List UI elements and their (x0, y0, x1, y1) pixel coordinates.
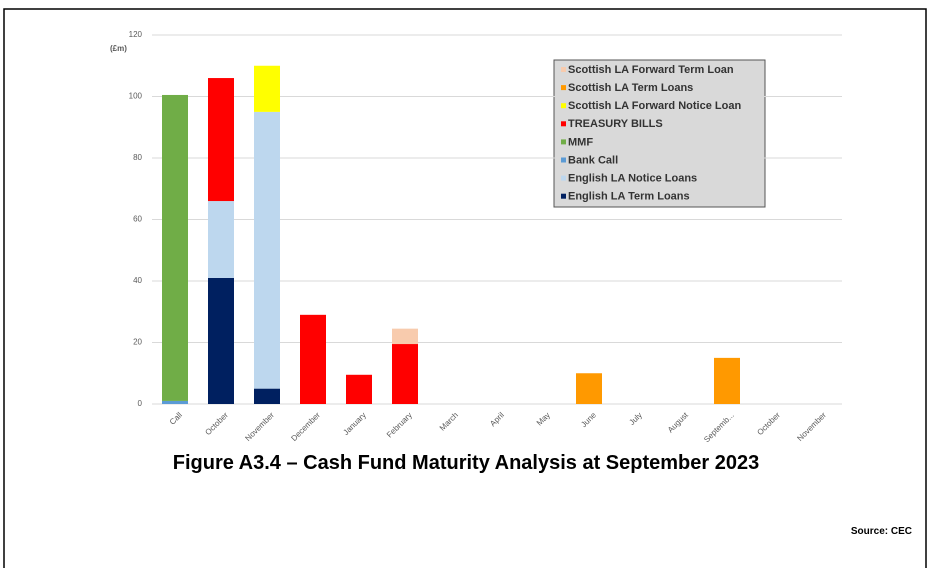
y-tick-label: 80 (133, 153, 142, 162)
x-tick-label: February (385, 411, 414, 440)
legend-label: TREASURY BILLS (568, 118, 663, 130)
y-tick-label: 20 (133, 338, 142, 347)
legend-swatch (561, 139, 566, 145)
bar-segment (576, 373, 602, 404)
legend-label: English LA Term Loans (568, 191, 690, 203)
x-tick-label: October (755, 410, 782, 437)
x-tick-label: June (579, 410, 598, 429)
x-tick-label: January (341, 411, 367, 437)
bar-segment (300, 314, 326, 404)
bar-segment (162, 400, 188, 404)
x-tick-label: August (666, 410, 691, 435)
x-tick-label: April (488, 410, 506, 428)
y-unit: (£m) (110, 44, 127, 53)
x-tick-label: December (289, 410, 322, 443)
legend-label: Scottish LA Term Loans (568, 82, 693, 94)
legend-swatch (561, 85, 566, 91)
legend-label: Bank Call (568, 154, 618, 166)
x-tick-label: March (438, 411, 460, 433)
legend-swatch (561, 193, 566, 199)
y-tick-label: 0 (138, 399, 143, 408)
bar-segment (254, 111, 280, 389)
x-tick-label: Septemb... (702, 411, 736, 445)
legend-swatch (561, 121, 566, 127)
bar-segment (346, 374, 372, 404)
legend-swatch (561, 67, 566, 72)
chart-title: Figure A3.4 – Cash Fund Maturity Analysi… (173, 452, 759, 474)
y-tick-label: 40 (133, 276, 142, 285)
y-tick-label: 100 (129, 92, 143, 101)
x-tick-label: July (627, 411, 643, 427)
bar-segment (208, 277, 234, 404)
bar-segment (208, 78, 234, 202)
legend-swatch (561, 103, 566, 109)
bar-segment (254, 388, 280, 404)
source: Source: CEC (851, 526, 912, 537)
y-tick-label: 60 (133, 215, 142, 224)
x-tick-label: October (203, 410, 230, 437)
x-tick-label: November (795, 410, 828, 443)
bar-segment (162, 94, 188, 401)
bar-segment (254, 65, 280, 112)
x-tick-label: May (535, 411, 552, 428)
legend-label: Scottish LA Forward Term Loan (568, 64, 734, 76)
legend (553, 59, 766, 208)
bar-segment (392, 344, 418, 404)
x-tick-label: Call (168, 410, 184, 426)
bar-segment (714, 357, 740, 404)
legend-label: English LA Notice Loans (568, 173, 697, 185)
legend-label: Scottish LA Forward Notice Loan (568, 100, 741, 112)
x-tick-label: November (243, 410, 276, 443)
legend-swatch (561, 157, 566, 163)
bar-segment (392, 328, 418, 345)
legend-swatch (561, 175, 566, 181)
frame (3, 8, 927, 573)
y-tick-label: 120 (129, 30, 143, 39)
legend-label: MMF (568, 136, 593, 148)
bar-segment (208, 201, 234, 278)
